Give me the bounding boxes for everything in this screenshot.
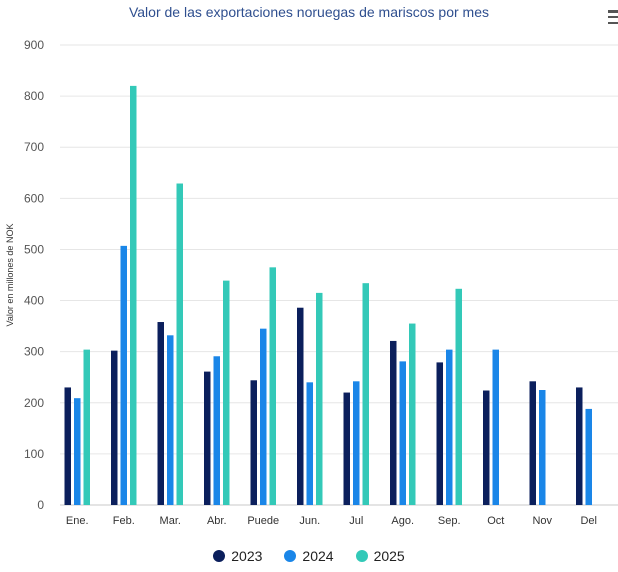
bar-2025-ene xyxy=(83,349,90,505)
bar-2023-jun xyxy=(297,307,304,505)
x-tick-label-nov: Nov xyxy=(532,515,552,527)
bar-2023-ene xyxy=(64,387,71,505)
bar-2024-abr xyxy=(213,356,220,505)
x-tick-label-oct: Oct xyxy=(487,515,504,527)
x-tick-label-feb: Feb. xyxy=(113,515,135,527)
bar-2023-jul xyxy=(343,392,350,505)
y-tick-label-200: 200 xyxy=(24,396,44,410)
bar-2023-puede xyxy=(250,380,257,505)
bar-chart: 0 100 200 300 400 500 600 700 800 900 Valor en mil… xyxy=(5,38,618,527)
y-tick-label-400: 400 xyxy=(24,294,44,308)
bar-2024-feb xyxy=(120,245,127,505)
bar-2025-mar xyxy=(176,183,183,505)
legend-marker-2025 xyxy=(355,550,368,562)
y-tick-label-600: 600 xyxy=(24,191,44,205)
bar-2025-feb xyxy=(130,85,137,505)
x-tick-label-puede: Puede xyxy=(247,515,279,527)
bar-2024-mar xyxy=(167,335,174,505)
bar-2023-feb xyxy=(111,350,118,505)
y-tick-label-0: 0 xyxy=(37,498,44,512)
legend-label-2024: 2024 xyxy=(302,548,334,564)
chart-legend: 2023 2024 2025 xyxy=(0,548,618,564)
x-tick-label-sep: Sep. xyxy=(438,515,461,527)
x-tick-label-ene: Ene. xyxy=(66,515,89,527)
bar-2023-nov xyxy=(529,381,536,505)
chart-title: Valor de las exportaciones noruegas de m… xyxy=(128,4,490,20)
y-tick-label-700: 700 xyxy=(24,140,44,154)
bar-2025-jun xyxy=(316,292,323,505)
x-tick-label-ago: Ago. xyxy=(391,515,414,527)
bar-2025-puede xyxy=(269,267,276,505)
bar-2024-puede xyxy=(260,328,267,505)
bar-2024-nov xyxy=(539,390,546,505)
bar-2023-mar xyxy=(157,322,164,505)
legend-item-2024[interactable]: 2024 xyxy=(284,548,334,564)
legend-label-2025: 2025 xyxy=(373,548,405,564)
legend-marker-2024 xyxy=(284,550,297,562)
bar-2023-ago xyxy=(390,340,397,505)
y-tick-label-100: 100 xyxy=(24,447,44,461)
hamburger-menu-icon[interactable] xyxy=(608,10,618,24)
bar-2024-oct xyxy=(492,349,499,505)
x-tick-label-jun: Jun. xyxy=(299,515,320,527)
x-tick-label-mar: Mar. xyxy=(160,515,181,527)
legend-marker-2023 xyxy=(213,550,226,562)
bar-2024-ene xyxy=(74,398,81,505)
x-tick-label-jul: Jul xyxy=(349,515,363,527)
y-tick-label-900: 900 xyxy=(24,38,44,52)
y-tick-label-800: 800 xyxy=(24,89,44,103)
bar-2024-ago xyxy=(399,361,406,505)
legend-item-2025[interactable]: 2025 xyxy=(355,548,405,564)
legend-item-2023[interactable]: 2023 xyxy=(213,548,262,564)
bar-2024-jun xyxy=(306,382,313,505)
legend-label-2023: 2023 xyxy=(231,548,263,564)
bar-2025-jul xyxy=(362,283,369,505)
bar-2023-del xyxy=(576,387,583,505)
bar-2025-abr xyxy=(223,280,230,505)
bar-2024-sep xyxy=(446,349,453,505)
y-axis-label: Valor en millones de NOK xyxy=(5,224,15,327)
bar-2024-jul xyxy=(353,381,360,505)
bar-2023-abr xyxy=(204,371,211,505)
bar-2023-oct xyxy=(483,390,490,505)
bar-2025-sep xyxy=(455,288,462,505)
bar-2024-del xyxy=(585,408,592,505)
x-tick-label-del: Del xyxy=(580,515,597,527)
y-tick-label-500: 500 xyxy=(24,242,44,256)
bar-2023-sep xyxy=(436,362,443,505)
x-tick-label-abr: Abr. xyxy=(207,515,227,527)
bar-2025-ago xyxy=(409,323,416,505)
y-tick-label-300: 300 xyxy=(24,345,44,359)
